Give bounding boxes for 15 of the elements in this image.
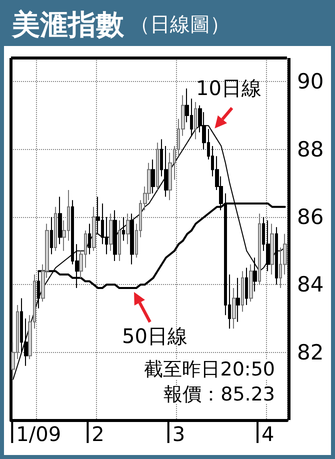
- y-tick-label: 88: [297, 137, 324, 162]
- annotation: 截至昨日20:50: [144, 358, 276, 380]
- x-tick-label: 4: [262, 422, 274, 446]
- series-label: 10日線: [196, 76, 262, 100]
- x-tick-label: 1/09: [16, 422, 62, 446]
- y-tick-label: 90: [297, 70, 324, 94]
- chart-title: 美滙指數: [12, 7, 124, 43]
- x-tick-label: 3: [172, 422, 186, 446]
- series-label: 50日線: [122, 324, 188, 348]
- y-tick-label: 86: [297, 205, 324, 230]
- x-tick-label: 2: [92, 422, 104, 446]
- y-tick-label: 84: [297, 272, 324, 297]
- y-tick-label: 82: [297, 340, 324, 364]
- chart-subtitle: （日線圖）: [130, 11, 230, 38]
- annotation: 報價：85.23: [164, 384, 276, 406]
